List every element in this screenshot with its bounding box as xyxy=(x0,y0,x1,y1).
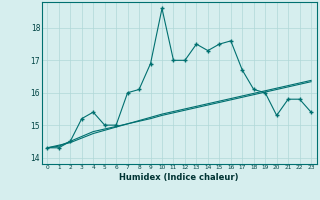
X-axis label: Humidex (Indice chaleur): Humidex (Indice chaleur) xyxy=(119,173,239,182)
